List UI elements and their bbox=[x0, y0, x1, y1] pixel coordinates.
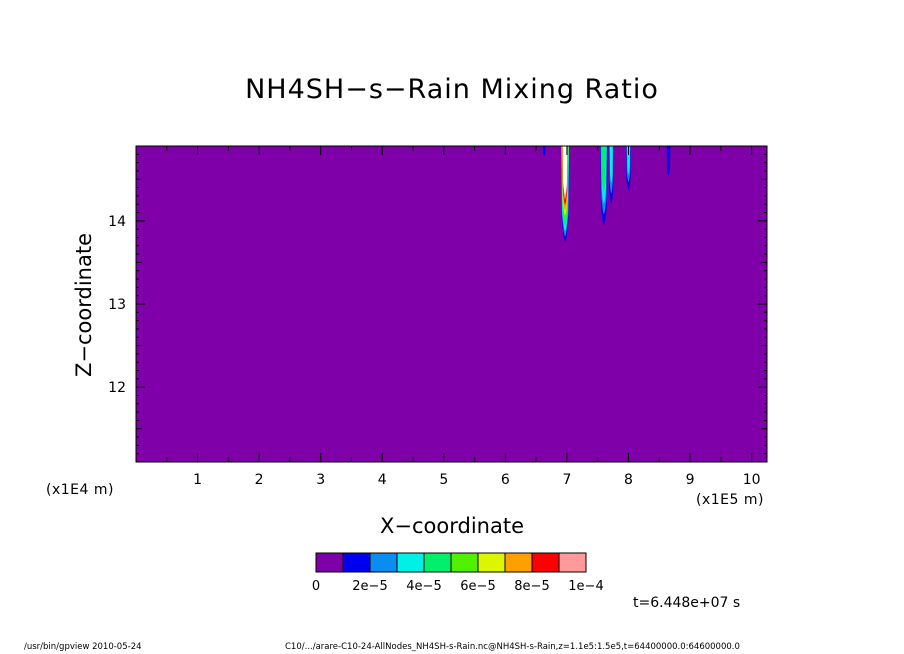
footer-file-info: C10/.../arare-C10-24-AllNodes_NH4SH-s-Ra… bbox=[285, 642, 740, 652]
colorbar-label: 8e−5 bbox=[514, 579, 549, 594]
y-tick-label: 14 bbox=[108, 214, 126, 230]
colorbar-label: 0 bbox=[312, 579, 320, 594]
x-tick-label: 6 bbox=[501, 472, 510, 488]
plot-layer bbox=[136, 146, 767, 462]
colorbar: 0 2e−5 4e−5 6e−5 8e−5 1e−4 bbox=[312, 552, 604, 594]
x-tick-label: 10 bbox=[743, 472, 761, 488]
colorbar-swatch bbox=[396, 552, 425, 573]
plume-4-level-1 bbox=[666, 146, 671, 176]
colorbar-label: 1e−4 bbox=[568, 579, 603, 594]
colorbar-swatch bbox=[531, 552, 560, 573]
colorbar-label: 4e−5 bbox=[406, 579, 441, 594]
x-axis-label: X−coordinate bbox=[380, 514, 524, 538]
y-tick-label: 12 bbox=[108, 380, 126, 396]
x-tick-label: 3 bbox=[316, 472, 325, 488]
x-axis-unit: (x1E5 m) bbox=[696, 492, 764, 508]
plume-1-level-4 bbox=[601, 146, 607, 193]
colorbar-swatch bbox=[558, 552, 587, 573]
colorbar-label: 6e−5 bbox=[460, 579, 495, 594]
colorbar-swatch bbox=[369, 552, 398, 573]
chart-title: NH4SH−s−Rain Mixing Ratio bbox=[245, 74, 659, 105]
plume-2-level-3 bbox=[609, 146, 613, 183]
field-background bbox=[136, 146, 767, 462]
y-tick-label: 13 bbox=[108, 297, 126, 313]
x-tick-label: 4 bbox=[378, 472, 387, 488]
y-axis-unit: (x1E4 m) bbox=[46, 482, 114, 498]
x-tick-label: 1 bbox=[193, 472, 202, 488]
footer-program-info: /usr/bin/gpview 2010-05-24 bbox=[24, 642, 142, 652]
colorbar-swatch bbox=[504, 552, 533, 573]
x-tick-label: 5 bbox=[439, 472, 448, 488]
colorbar-swatch bbox=[342, 552, 371, 573]
colorbar-swatch bbox=[423, 552, 452, 573]
colorbar-swatch bbox=[315, 552, 344, 573]
time-label: t=6.448e+07 s bbox=[633, 595, 741, 611]
plume-5-level-1 bbox=[542, 146, 546, 156]
plume-0-level-10 bbox=[562, 146, 568, 195]
colorbar-swatch bbox=[477, 552, 506, 573]
colorbar-swatch bbox=[450, 552, 479, 573]
plume-3-level-3 bbox=[626, 146, 631, 174]
x-tick-label: 2 bbox=[255, 472, 264, 488]
x-tick-label: 7 bbox=[562, 472, 571, 488]
x-tick-label: 9 bbox=[686, 472, 695, 488]
x-tick-label: 8 bbox=[624, 472, 633, 488]
colorbar-label: 2e−5 bbox=[352, 579, 387, 594]
